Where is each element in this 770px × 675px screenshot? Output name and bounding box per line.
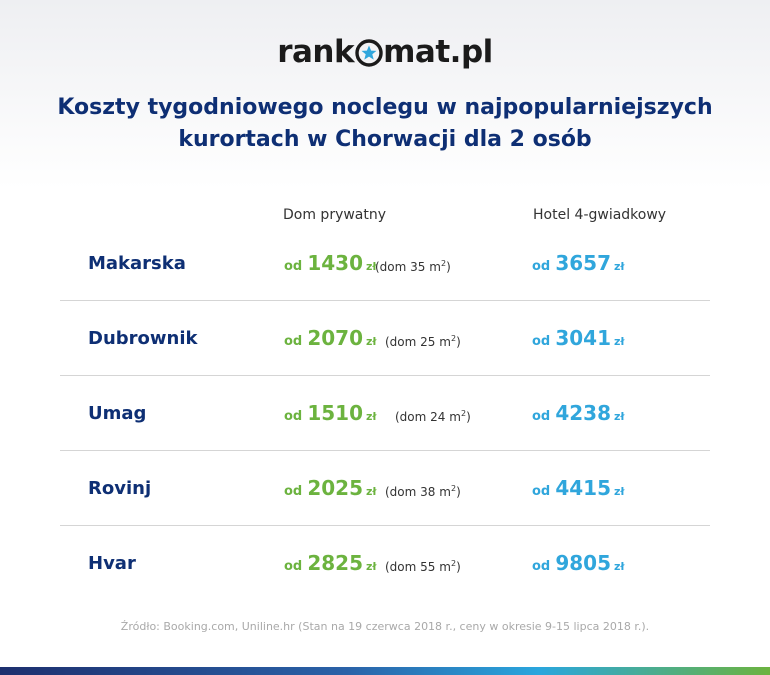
table-row: Rovinj od 2025 zł (dom 38 m2) od 4415 zł bbox=[60, 451, 710, 526]
table-row: Umag od 1510 zł (dom 24 m2) od 4238 zł bbox=[60, 376, 710, 451]
house-area: (dom 24 m2) bbox=[395, 409, 471, 424]
hotel-price: od 4415 zł bbox=[532, 476, 625, 500]
bottom-gradient-bar bbox=[0, 667, 770, 675]
house-area: (dom 55 m2) bbox=[385, 559, 461, 574]
row-divider bbox=[60, 525, 710, 526]
logo-text-left: rank bbox=[277, 34, 355, 70]
logo-star-icon bbox=[355, 39, 383, 67]
city-name: Dubrownik bbox=[88, 328, 198, 349]
private-price: od 1510 zł bbox=[284, 401, 377, 425]
table-row: Makarska od 1430 zł (dom 35 m2) od 3657 zł bbox=[60, 226, 710, 301]
title-line-2: kurortach w Chorwacji dla 2 osób bbox=[178, 127, 592, 152]
hotel-price: od 3657 zł bbox=[532, 251, 625, 275]
logo-text-right: mat.pl bbox=[383, 34, 493, 70]
house-area: (dom 38 m2) bbox=[385, 484, 461, 499]
city-name: Makarska bbox=[88, 253, 186, 274]
title-line-1: Koszty tygodniowego noclegu w najpopular… bbox=[57, 95, 713, 120]
private-price: od 2025 zł bbox=[284, 476, 377, 500]
column-header-private: Dom prywatny bbox=[283, 207, 387, 223]
table-row: Dubrownik od 2070 zł (dom 25 m2) od 3041 z… bbox=[60, 301, 710, 376]
city-name: Rovinj bbox=[88, 478, 152, 499]
private-price: od 2070 zł bbox=[284, 326, 377, 350]
city-name: Umag bbox=[88, 403, 147, 424]
hotel-price: od 3041 zł bbox=[532, 326, 625, 350]
column-header-hotel: Hotel 4-gwiadkowy bbox=[533, 207, 667, 223]
row-divider bbox=[60, 375, 710, 376]
page-title: Koszty tygodniowego noclegu w najpopular… bbox=[0, 92, 770, 156]
row-divider bbox=[60, 450, 710, 451]
house-area: (dom 35 m2) bbox=[375, 259, 451, 274]
city-name: Hvar bbox=[88, 553, 136, 574]
rankomat-logo: rank mat.pl bbox=[0, 34, 770, 70]
row-divider bbox=[60, 300, 710, 301]
hotel-price: od 9805 zł bbox=[532, 551, 625, 575]
house-area: (dom 25 m2) bbox=[385, 334, 461, 349]
source-note: Źródło: Booking.com, Uniline.hr (Stan na… bbox=[120, 620, 650, 633]
private-price: od 2825 zł bbox=[284, 551, 377, 575]
private-price: od 1430 zł bbox=[284, 251, 377, 275]
hotel-price: od 4238 zł bbox=[532, 401, 625, 425]
table-row: Hvar od 2825 zł (dom 55 m2) od 9805 zł bbox=[60, 526, 710, 601]
